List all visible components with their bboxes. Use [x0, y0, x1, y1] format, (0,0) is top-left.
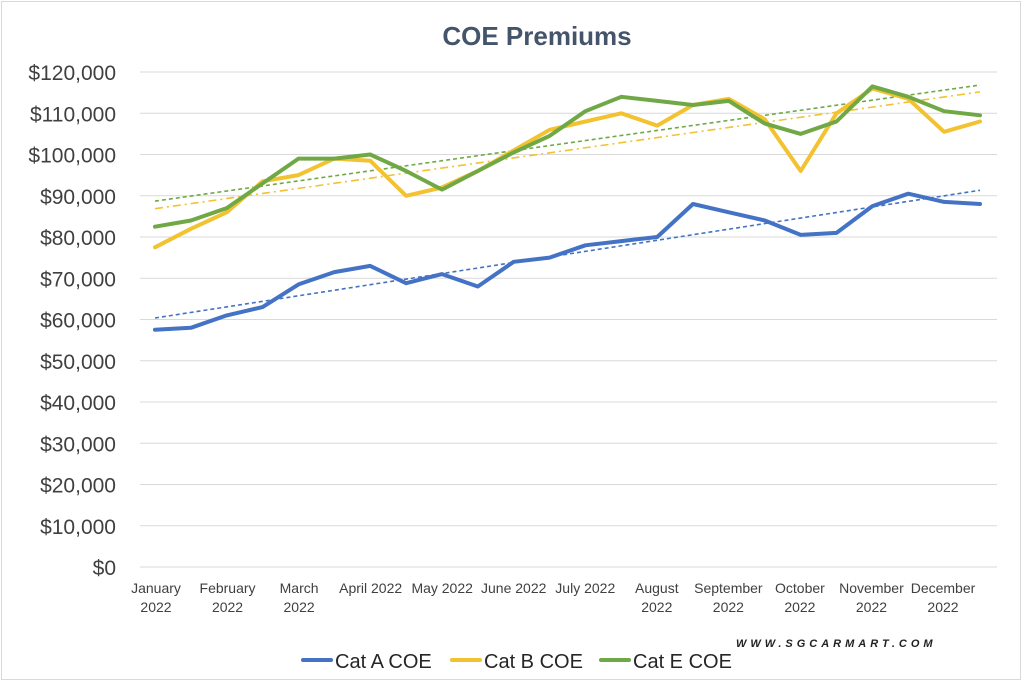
- y-tick-label: $80,000: [40, 227, 116, 250]
- x-tick-label: May 2022: [411, 580, 473, 596]
- x-tick-label: September: [694, 580, 763, 596]
- x-tick-label-year: 2022: [713, 599, 744, 615]
- x-tick-label: October: [775, 580, 825, 596]
- x-tick-label-year: 2022: [641, 599, 672, 615]
- x-tick-label: March: [280, 580, 319, 596]
- y-tick-label: $70,000: [40, 268, 116, 291]
- y-tick-label: $40,000: [40, 392, 116, 415]
- x-tick-label: January: [131, 580, 181, 596]
- trendline-1: [154, 189, 981, 319]
- series-line-3: [153, 84, 982, 229]
- chart-title: COE Premiums: [442, 21, 631, 51]
- y-tick-label: $50,000: [40, 351, 116, 374]
- x-tick-label-year: 2022: [784, 599, 815, 615]
- y-tick-label: $60,000: [40, 310, 116, 333]
- y-tick-label: $100,000: [28, 145, 116, 168]
- gridlines: [140, 71, 997, 568]
- x-tick-label-year: 2022: [927, 599, 958, 615]
- x-tick-label: April 2022: [339, 580, 402, 596]
- x-tick-label-year: 2022: [212, 599, 243, 615]
- x-tick-label-year: 2022: [284, 599, 315, 615]
- y-tick-label: $120,000: [28, 62, 116, 85]
- watermark-text: WWW.SGCARMART.COM: [736, 638, 937, 650]
- x-tick-label: February: [200, 580, 256, 596]
- x-axis-ticks: January 2022 February 2022 March 2022 April 20…: [131, 580, 976, 615]
- x-tick-label: August: [635, 580, 679, 596]
- y-tick-label: $110,000: [30, 103, 116, 126]
- x-tick-label-year: 2022: [140, 599, 171, 615]
- trendline-3: [154, 84, 981, 202]
- series-lines: [153, 84, 982, 332]
- x-tick-label: December: [911, 580, 976, 596]
- trendline-2: [154, 91, 981, 210]
- x-tick-label: June 2022: [481, 580, 547, 596]
- x-tick-label-year: 2022: [856, 599, 887, 615]
- y-axis-ticks: $0 $10,000 $20,000 $30,000 $40,000 $50,000 $60…: [28, 62, 116, 580]
- legend-label: Cat E COE: [633, 651, 732, 673]
- y-tick-label: $90,000: [40, 186, 116, 209]
- x-tick-label: November: [839, 580, 904, 596]
- series-line-2: [153, 86, 982, 250]
- series-line-1: [153, 191, 982, 332]
- legend-label: Cat B COE: [484, 651, 583, 673]
- legend-label: Cat A COE: [335, 651, 432, 673]
- trendlines: [154, 84, 981, 319]
- y-tick-label: $30,000: [40, 433, 116, 456]
- y-tick-label: $10,000: [40, 516, 116, 539]
- legend: Cat A COE Cat B COE Cat E COE: [301, 651, 732, 673]
- y-tick-label: $20,000: [40, 475, 116, 498]
- x-tick-label: July 2022: [555, 580, 615, 596]
- y-tick-label: $0: [93, 557, 116, 580]
